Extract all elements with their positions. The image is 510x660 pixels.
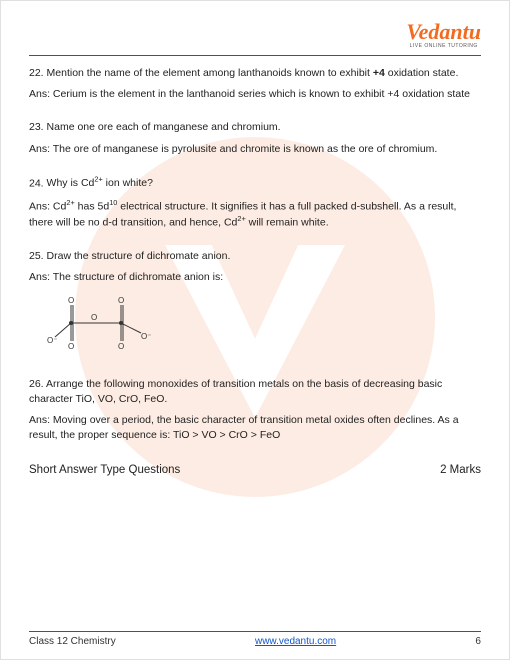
footer-link[interactable]: www.vedantu.com [255,636,336,647]
q-num: 26. [29,378,44,390]
q-num: 25. [29,250,44,262]
section-title: Short Answer Type Questions [29,462,180,479]
brand-name: Vedantu [406,21,481,43]
svg-text:O: O [91,313,97,322]
svg-text:O: O [68,342,74,351]
page-footer: Class 12 Chemistry www.vedantu.com 6 [29,631,481,647]
svg-text:O: O [118,296,124,305]
brand-tagline: LIVE ONLINE TUTORING [406,43,481,49]
header: Vedantu LIVE ONLINE TUTORING [29,21,481,49]
svg-text:O: O [68,296,74,305]
answer-24: Ans: Cd2+ has 5d10 electrical structure.… [29,198,481,231]
answer-26: Ans: Moving over a period, the basic cha… [29,413,481,443]
qa-24: 24. Why is Cd2+ ion white? Ans: Cd2+ has… [29,175,481,231]
answer-22: Ans: Cerium is the element in the lantha… [29,87,481,102]
brand-logo: Vedantu LIVE ONLINE TUTORING [406,21,481,49]
svg-text:O⁻: O⁻ [47,336,57,345]
q-text: Name one ore each of manganese and chrom… [47,121,281,133]
header-divider [29,55,481,56]
section-header: Short Answer Type Questions 2 Marks [29,462,481,479]
content-area: 22. Mention the name of the element amon… [29,66,481,478]
qa-23: 23. Name one ore each of manganese and c… [29,120,481,156]
q-num: 22. [29,67,44,79]
section-marks: 2 Marks [440,462,481,479]
q-text: Draw the structure of dichromate anion. [47,250,231,262]
question-25: 25. Draw the structure of dichromate ani… [29,249,481,264]
question-26: 26. Arrange the following monoxides of t… [29,377,481,407]
question-22: 22. Mention the name of the element amon… [29,66,481,81]
q-text: Why is Cd2+ ion white? [47,177,153,189]
q-num: 23. [29,121,44,133]
q-text: Mention the name of the element among la… [47,67,373,79]
q-num: 24. [29,177,44,189]
svg-text:O: O [118,342,124,351]
dichromate-structure: O O⁻ O O O O O⁻ [41,293,481,358]
q-bold: +4 [373,67,385,79]
qa-22: 22. Mention the name of the element amon… [29,66,481,102]
footer-class: Class 12 Chemistry [29,636,116,647]
question-24: 24. Why is Cd2+ ion white? [29,175,481,192]
svg-text:O⁻: O⁻ [141,332,151,341]
answer-25: Ans: The structure of dichromate anion i… [29,270,481,285]
q-text: oxidation state. [385,67,459,79]
page-container: Vedantu LIVE ONLINE TUTORING 22. Mention… [0,0,510,660]
question-23: 23. Name one ore each of manganese and c… [29,120,481,135]
q-text: Arrange the following monoxides of trans… [29,378,442,405]
footer-page-number: 6 [475,636,481,647]
qa-26: 26. Arrange the following monoxides of t… [29,377,481,444]
qa-25: 25. Draw the structure of dichromate ani… [29,249,481,359]
answer-23: Ans: The ore of manganese is pyrolusite … [29,142,481,157]
